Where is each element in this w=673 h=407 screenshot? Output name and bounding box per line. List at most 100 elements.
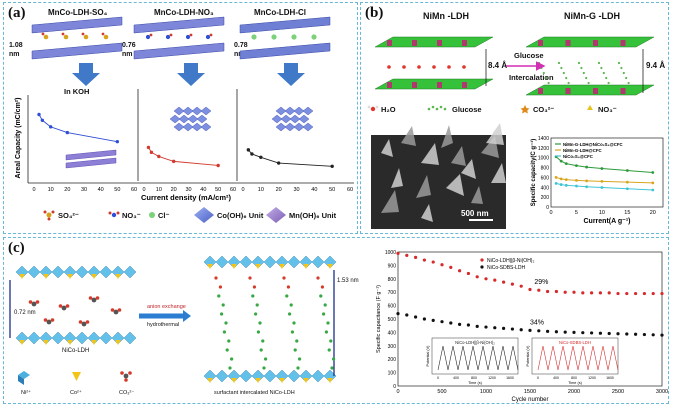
cobalt-site xyxy=(255,264,261,269)
co-unit-icon xyxy=(194,207,214,223)
oxygen-atom xyxy=(210,34,213,37)
octahedron-unit xyxy=(76,266,88,278)
data-point xyxy=(575,164,578,167)
octahedron-unit xyxy=(174,123,184,131)
x-tick-label: 10 xyxy=(258,187,264,193)
carbonate-ion xyxy=(47,320,52,325)
metal-site xyxy=(437,40,442,46)
surfactant-atom xyxy=(261,339,264,342)
legend-mn: Mn(OH)₆ Unit xyxy=(289,211,336,220)
cobalt-site xyxy=(19,274,25,279)
data-point xyxy=(37,113,40,116)
octahedron-unit xyxy=(285,107,295,115)
legend-cl: Cl⁻ xyxy=(158,211,169,220)
chloride-ion xyxy=(271,34,276,39)
cobalt-site xyxy=(67,274,73,279)
data-point xyxy=(405,313,408,316)
octahedron-unit xyxy=(288,256,300,268)
cobalt-site xyxy=(19,340,25,345)
glucose-atom xyxy=(543,72,545,74)
data-point xyxy=(564,331,567,334)
chloride-ion xyxy=(251,34,256,39)
surfactant-atom xyxy=(292,321,295,324)
carbonate-ion xyxy=(92,298,97,303)
y-axis-label: Specific capacitance (F g⁻¹) xyxy=(376,285,382,353)
x-tick-label: 0 xyxy=(549,210,552,216)
oxygen-atom xyxy=(96,296,100,300)
surfactant-atom xyxy=(262,366,265,369)
data-point xyxy=(449,321,452,324)
oxygen-atom xyxy=(29,300,33,304)
metal-site xyxy=(412,40,417,46)
cobalt-site xyxy=(67,340,73,345)
data-point xyxy=(157,155,160,158)
octahedron-unit xyxy=(276,123,286,131)
water-molecule xyxy=(462,65,466,69)
inset-ylabel: Potential (V) xyxy=(426,345,430,367)
glucose-atom xyxy=(598,62,600,64)
panel-b-graphics: 02004006008001000120014000 5 10 15 20NiMn-G-… xyxy=(361,3,669,234)
inset-tick: 1600 xyxy=(506,376,514,380)
data-point xyxy=(250,152,253,155)
surfactant-atom xyxy=(224,321,227,324)
data-point xyxy=(259,156,262,159)
y-tick-label: 200 xyxy=(388,357,397,363)
octahedron-unit xyxy=(192,123,202,131)
surfactant-atom xyxy=(324,303,327,306)
octahedron-unit xyxy=(303,123,313,131)
data-point xyxy=(634,333,637,336)
ni-legend: Ni²⁺ xyxy=(21,390,31,396)
co3-c-legend-icon xyxy=(120,371,132,382)
glucose-atom xyxy=(538,62,540,64)
retention-top: 29% xyxy=(534,279,548,286)
cobalt-site xyxy=(279,378,285,383)
cobalt-site xyxy=(43,340,49,345)
surfactant-atom xyxy=(330,366,333,369)
data-point xyxy=(66,131,69,134)
nanosheet xyxy=(486,123,504,145)
inset-xlabel: Time (s) xyxy=(568,381,583,385)
x-tick-label: 10 xyxy=(599,210,605,216)
glucose-atom xyxy=(588,82,590,84)
surfactant-label: surfactant intercalated NiCo-LDH xyxy=(214,390,295,396)
anion-exchange-label: anion exchange xyxy=(147,304,186,310)
legend-glucose: Glucose xyxy=(452,105,482,114)
data-point xyxy=(652,292,655,295)
data-point xyxy=(493,279,496,282)
data-point xyxy=(626,187,629,190)
x-tick-label: 30 xyxy=(81,187,87,193)
data-point xyxy=(616,332,619,335)
data-point xyxy=(520,285,523,288)
carbonate-ion xyxy=(62,306,67,311)
surfactant-atom xyxy=(230,357,233,360)
octahedron-unit xyxy=(294,123,304,131)
surfactant-atom xyxy=(326,321,329,324)
octahedron-unit xyxy=(285,123,295,131)
octahedron-unit xyxy=(201,107,211,115)
cobalt-site xyxy=(115,274,121,279)
octahedron-unit xyxy=(124,266,136,278)
specific-capacity-chart: 0 200 400 600 800 1000 1200 1400 0 5 10 15 20 NiMn-G-… xyxy=(530,136,663,225)
glucose-atom xyxy=(568,82,570,84)
surfactant-atom xyxy=(288,312,291,315)
x-tick-label: 50 xyxy=(114,187,120,193)
y-tick-label: 1400 xyxy=(538,136,549,142)
ldh-layer xyxy=(66,150,116,160)
x-tick-label: 0 xyxy=(32,187,35,193)
glucose-atom xyxy=(623,72,625,74)
legend-entry: NiCo-LDH||β-Ni(OH)₂ xyxy=(487,258,534,264)
no3-b-legend-icon xyxy=(587,105,593,110)
x-tick-label: 3000 xyxy=(656,389,668,395)
oxygen-atom xyxy=(66,304,70,308)
legend-h2o: H₂O xyxy=(381,105,396,114)
chart-a-xlabel: Current density (mA/cm²) xyxy=(141,193,232,202)
inset-ylabel: Potential (V) xyxy=(526,345,530,367)
glucose-legend-icon xyxy=(428,106,447,111)
octahedron-unit xyxy=(28,266,40,278)
data-point xyxy=(484,277,487,280)
octahedron-unit xyxy=(264,256,276,268)
legend-entry: NiCo₂S₄@CFC xyxy=(563,154,593,159)
ldh-layer xyxy=(32,17,122,33)
octahedron-unit xyxy=(216,370,228,382)
data-point xyxy=(581,331,584,334)
